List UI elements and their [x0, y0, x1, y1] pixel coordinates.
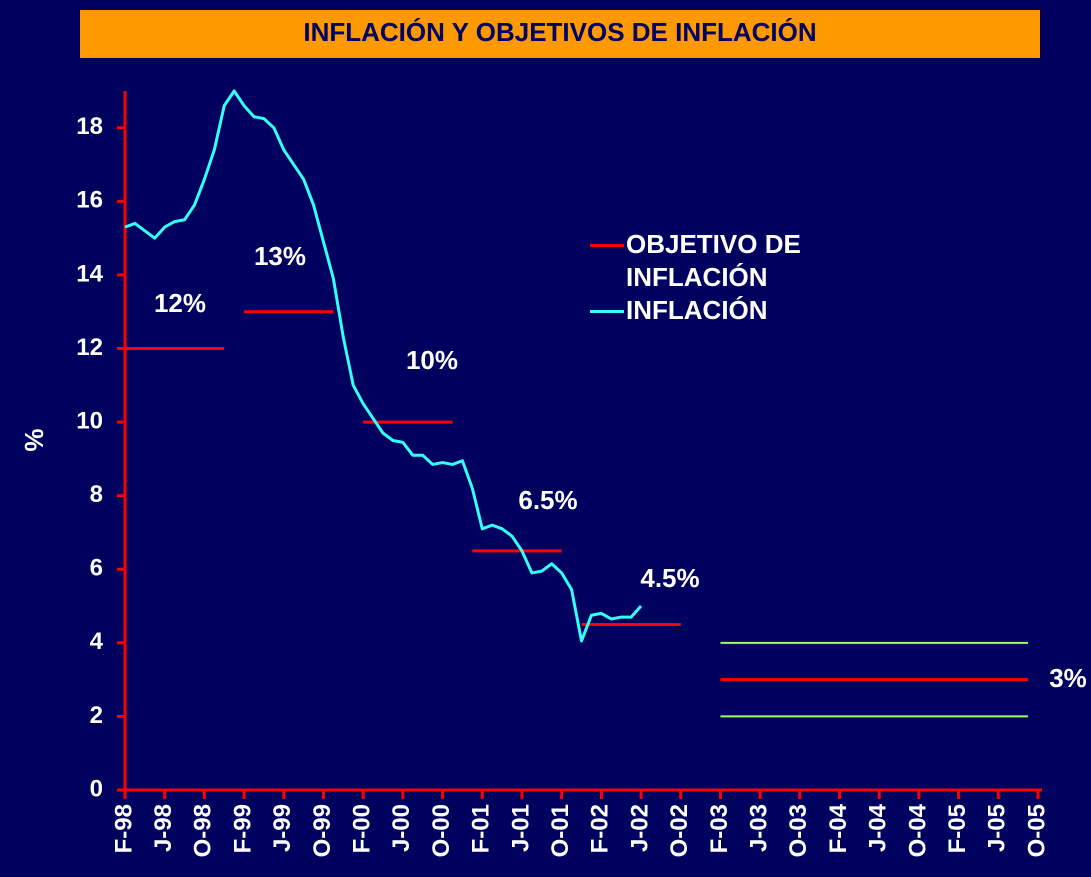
y-tick-label: 6: [90, 555, 103, 582]
legend-swatch: [590, 310, 624, 313]
y-tick-label: 10: [76, 407, 103, 434]
annotation: 6.5%: [518, 485, 577, 515]
y-tick-label: 0: [90, 775, 103, 802]
x-tick-label: J-02: [626, 804, 653, 852]
x-tick-label: J-00: [388, 804, 415, 852]
annotation: 4.5%: [640, 563, 699, 593]
x-tick-label: O-04: [904, 803, 931, 857]
x-tick-label: O-00: [428, 804, 455, 857]
legend-label: OBJETIVO DE INFLACIÓN: [626, 229, 801, 292]
legend-entry: INFLACIÓN: [590, 294, 850, 327]
x-tick-label: O-98: [190, 804, 217, 857]
annotation: 3%: [1049, 663, 1087, 693]
annotation: 10%: [406, 345, 458, 375]
legend: OBJETIVO DE INFLACIÓN INFLACIÓN: [590, 228, 850, 327]
x-tick-label: J-03: [745, 804, 772, 852]
y-tick-label: 12: [76, 334, 103, 361]
x-tick-label: J-01: [507, 804, 534, 852]
x-tick-label: O-99: [309, 804, 336, 857]
x-tick-label: F-99: [229, 804, 256, 853]
y-tick-label: 8: [90, 481, 103, 508]
legend-entry: OBJETIVO DE INFLACIÓN: [590, 228, 850, 294]
x-tick-label: F-00: [349, 804, 376, 853]
x-tick-label: F-05: [944, 804, 971, 853]
x-tick-label: F-04: [825, 803, 852, 853]
annotation: 12%: [154, 288, 206, 318]
y-axis-label: %: [19, 428, 49, 451]
y-tick-label: 4: [90, 628, 104, 655]
x-tick-label: J-04: [865, 803, 892, 852]
annotation: 13%: [254, 241, 306, 271]
y-tick-label: 18: [76, 113, 103, 140]
title-bar: [80, 10, 1040, 58]
y-tick-label: 2: [90, 702, 103, 729]
legend-label: INFLACIÓN: [626, 295, 768, 325]
x-tick-label: F-98: [110, 804, 137, 853]
x-tick-label: O-02: [666, 804, 693, 857]
x-tick-label: J-98: [150, 804, 177, 852]
x-tick-label: F-02: [587, 804, 614, 853]
series-line: [124, 89, 643, 643]
legend-swatch: [590, 244, 624, 247]
x-tick-label: O-01: [547, 804, 574, 857]
x-tick-label: J-05: [984, 804, 1011, 852]
x-tick-label: F-01: [468, 804, 495, 853]
y-tick-label: 16: [76, 187, 103, 214]
x-tick-label: J-99: [269, 804, 296, 852]
x-tick-label: O-05: [1023, 804, 1050, 857]
y-tick-label: 14: [76, 260, 103, 287]
x-tick-label: O-03: [785, 804, 812, 857]
chart-title: INFLACIÓN Y OBJETIVOS DE INFLACIÓN: [303, 17, 816, 47]
x-tick-label: F-03: [706, 804, 733, 853]
